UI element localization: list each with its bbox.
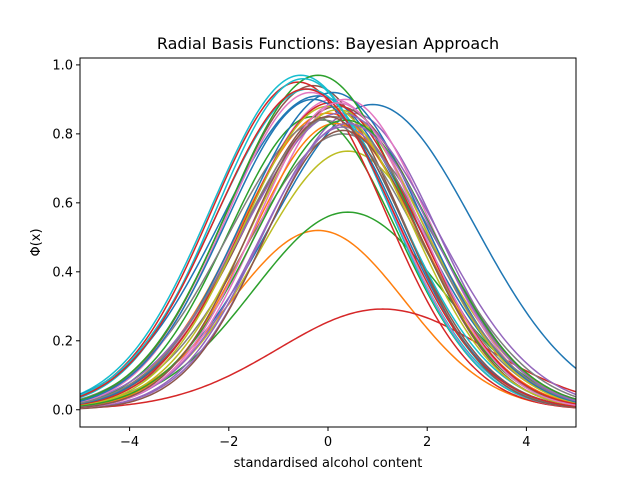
series-line-32 bbox=[80, 119, 576, 408]
x-tick-label: 2 bbox=[423, 435, 431, 450]
y-tick-label: 1.0 bbox=[52, 58, 73, 73]
y-tick-label: 0.6 bbox=[52, 196, 73, 211]
series-line-25 bbox=[80, 112, 576, 403]
series-line-24 bbox=[80, 102, 576, 406]
series-line-33 bbox=[80, 88, 576, 408]
series-line-19 bbox=[80, 108, 576, 407]
y-tick-label: 0.4 bbox=[52, 265, 73, 280]
series-line-20 bbox=[80, 88, 576, 406]
series-line-26 bbox=[80, 129, 576, 410]
y-axis: 0.0 0.2 0.4 0.6 0.8 1.0 bbox=[52, 58, 80, 418]
y-tick-label: 0.2 bbox=[52, 334, 73, 349]
y-tick-label: 0.8 bbox=[52, 127, 73, 142]
x-tick-label: 0 bbox=[324, 435, 332, 450]
x-axis-label: standardised alcohol content bbox=[234, 456, 423, 471]
series-line-14 bbox=[80, 81, 576, 409]
x-tick-label: −2 bbox=[219, 435, 238, 450]
x-tick-label: −4 bbox=[120, 435, 139, 450]
x-axis: −4 −2 0 2 4 bbox=[120, 427, 531, 450]
chart-title: Radial Basis Functions: Bayesian Approac… bbox=[157, 34, 499, 53]
series-line-34 bbox=[80, 122, 576, 409]
y-tick-label: 0.0 bbox=[52, 403, 73, 418]
x-tick-label: 4 bbox=[522, 435, 530, 450]
series-line-35 bbox=[80, 102, 576, 409]
series-layer bbox=[80, 74, 576, 410]
series-line-23 bbox=[80, 74, 576, 406]
series-line-36 bbox=[80, 115, 576, 409]
series-line-29 bbox=[80, 105, 576, 407]
y-axis-label: Φ(x) bbox=[29, 228, 44, 256]
